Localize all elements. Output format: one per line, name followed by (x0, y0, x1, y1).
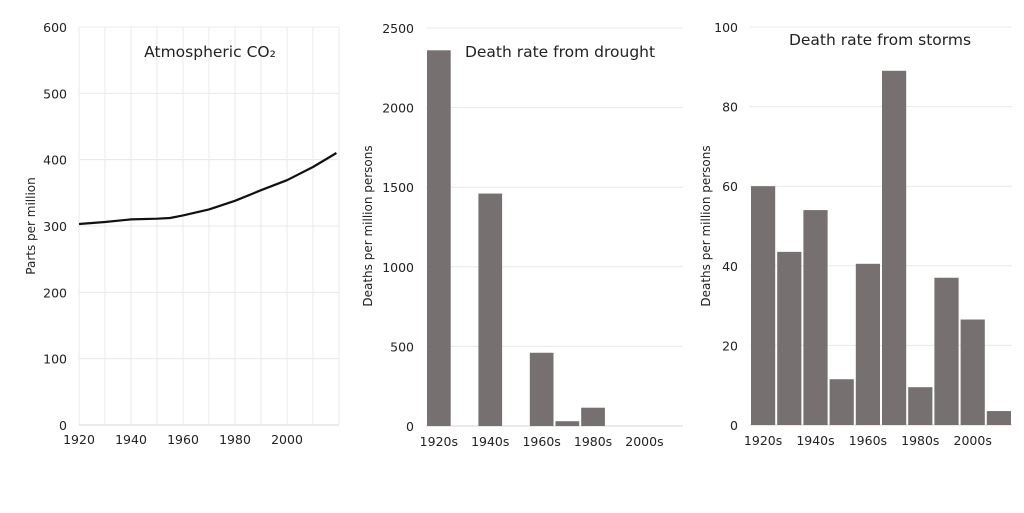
bar-1940s (478, 193, 503, 426)
y-tick-label: 500 (390, 339, 414, 354)
co2-line (78, 152, 337, 226)
bar-1920s (751, 186, 776, 425)
x-tick-label: 1960s (522, 434, 560, 449)
y-axis-label: Deaths per million persons (699, 145, 713, 306)
drought-chart: 0 500 1000 1500 2000 2500 1920s 1940s 1960s 1980s… (361, 21, 683, 449)
bar-1950s (829, 379, 854, 425)
bar-1990s (934, 277, 959, 425)
x-tick-label: 2000s (954, 433, 992, 448)
storms-chart: 0 20 40 60 80 100 1920s 1940s 1960s 1980s 2000s De… (699, 20, 1012, 448)
y-tick-label: 0 (730, 418, 738, 433)
x-tick-label: 1940s (471, 434, 509, 449)
x-tick-label: 1920s (420, 434, 458, 449)
y-tick-label: 1000 (382, 260, 414, 275)
y-tick-label: 2000 (382, 101, 414, 116)
x-tick-label: 1960 (167, 432, 199, 447)
x-tick-label: 1940s (796, 433, 834, 448)
x-tick-label: 1980 (219, 432, 251, 447)
y-tick-label: 20 (722, 338, 738, 353)
y-tick-label: 1500 (382, 180, 414, 195)
bar-1970s (882, 70, 907, 425)
bar-1980s (908, 387, 933, 425)
bar-1960s (855, 263, 880, 425)
y-tick-label: 100 (43, 352, 67, 367)
bar-1920s (427, 50, 451, 427)
x-tick-label: 1920s (744, 433, 782, 448)
bar-1980s (581, 407, 605, 426)
bar-2010s (986, 411, 1011, 425)
y-tick-label: 300 (43, 219, 67, 234)
x-tick-label: 1960s (849, 433, 887, 448)
y-axis-label: Deaths per million persons (361, 145, 375, 306)
y-axis-label: Parts per million (24, 177, 38, 274)
chart-title: Death rate from drought (465, 43, 655, 61)
chart-title: Death rate from storms (789, 31, 971, 49)
x-tick-label: 1940 (115, 432, 147, 447)
y-tick-label: 200 (43, 285, 67, 300)
x-tick-label: 2000s (625, 434, 663, 449)
bar-1960s (529, 352, 554, 426)
y-tick-label: 0 (406, 419, 414, 434)
bar-1970s (555, 421, 580, 426)
x-tick-label: 1980s (901, 433, 939, 448)
x-tick-label: 1920 (63, 432, 95, 447)
bar-1930s (777, 251, 802, 425)
chart-title: Atmospheric CO₂ (144, 43, 276, 61)
y-tick-label: 500 (43, 86, 67, 101)
bar-1940s (803, 210, 828, 425)
y-tick-label: 400 (43, 153, 67, 168)
bar-2000s (960, 319, 985, 425)
y-tick-label: 0 (59, 418, 67, 433)
y-tick-label: 2500 (382, 21, 414, 36)
x-tick-label: 2000 (271, 432, 303, 447)
y-tick-label: 40 (722, 259, 738, 274)
y-tick-label: 80 (722, 100, 738, 115)
y-tick-label: 100 (714, 20, 738, 35)
y-tick-label: 60 (722, 179, 738, 194)
x-tick-label: 1980s (574, 434, 612, 449)
y-tick-label: 600 (43, 20, 67, 35)
